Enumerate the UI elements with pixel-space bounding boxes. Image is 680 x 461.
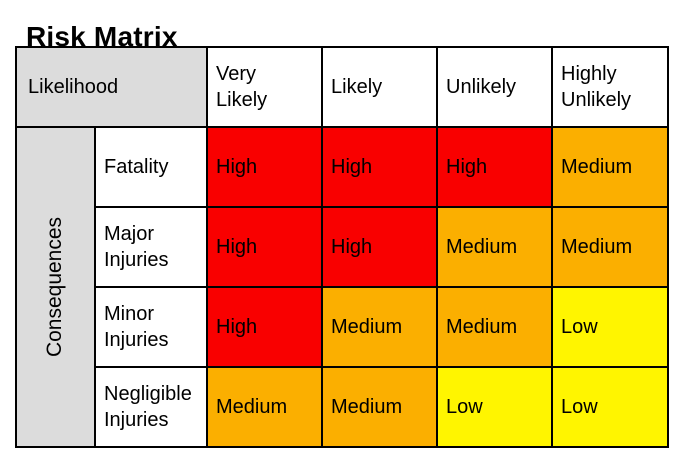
column-header-unlikely: Unlikely [438, 48, 553, 128]
column-header-very-likely: Very Likely [208, 48, 323, 128]
consequences-axis-cell: Consequences [17, 128, 96, 448]
row-label-minor-injuries: Minor Injuries [96, 288, 208, 368]
risk-cell-negligible-injuries-unlikely: Low [438, 368, 553, 448]
risk-cell-minor-injuries-likely: Medium [323, 288, 438, 368]
risk-cell-major-injuries-very-likely: High [208, 208, 323, 288]
risk-cell-negligible-injuries-highly-unlikely: Low [553, 368, 669, 448]
risk-cell-major-injuries-unlikely: Medium [438, 208, 553, 288]
risk-cell-major-injuries-likely: High [323, 208, 438, 288]
risk-cell-minor-injuries-highly-unlikely: Low [553, 288, 669, 368]
risk-cell-fatality-highly-unlikely: Medium [553, 128, 669, 208]
risk-matrix: Likelihood Very Likely Likely Unlikely H… [15, 46, 669, 448]
consequences-axis-label: Consequences [43, 216, 67, 358]
risk-cell-fatality-likely: High [323, 128, 438, 208]
column-header-highly-unlikely: Highly Unlikely [553, 48, 669, 128]
row-label-negligible-injuries: Negligible Injuries [96, 368, 208, 448]
risk-cell-major-injuries-highly-unlikely: Medium [553, 208, 669, 288]
likelihood-axis-header-label: Likelihood [28, 76, 119, 98]
row-label-fatality: Fatality [96, 128, 208, 208]
risk-cell-negligible-injuries-very-likely: Medium [208, 368, 323, 448]
risk-cell-minor-injuries-very-likely: High [208, 288, 323, 368]
row-label-major-injuries: Major Injuries [96, 208, 208, 288]
column-header-likely: Likely [323, 48, 438, 128]
risk-cell-negligible-injuries-likely: Medium [323, 368, 438, 448]
likelihood-axis-header: Likelihood [17, 48, 208, 128]
risk-cell-minor-injuries-unlikely: Medium [438, 288, 553, 368]
risk-cell-fatality-very-likely: High [208, 128, 323, 208]
risk-cell-fatality-unlikely: High [438, 128, 553, 208]
